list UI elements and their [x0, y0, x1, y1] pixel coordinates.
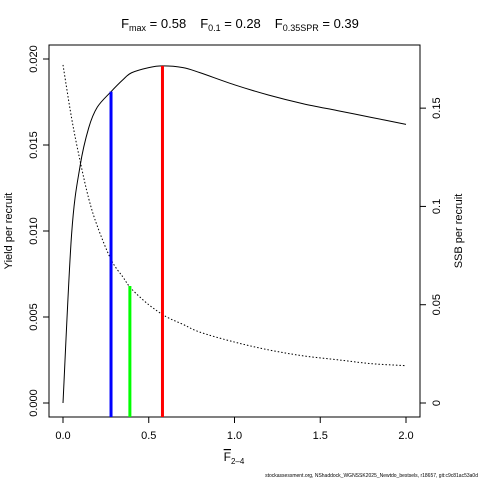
fspr-sub: 0.35SPR: [283, 23, 320, 33]
y-axis-right: 0 0.05 0.1 0.15: [420, 97, 443, 406]
footer-text: stockassessment.org, NShaddock_WGNSSK202…: [265, 473, 478, 479]
y-left-tick-label: 0.010: [28, 217, 40, 245]
x-tick-label: 0.0: [55, 430, 70, 442]
x-tick-label: 1.0: [227, 430, 242, 442]
y-left-tick-label: 0.020: [28, 45, 40, 73]
y-right-tick-label: 0.1: [431, 199, 443, 214]
y-right-tick-label: 0.15: [431, 97, 443, 118]
f01-label: F: [200, 16, 208, 31]
x-tick-label: 0.5: [141, 430, 156, 442]
f01-sub: 0.1: [208, 23, 221, 33]
y-left-tick-label: 0.015: [28, 131, 40, 159]
fmax-sub: max: [129, 23, 147, 33]
y-right-tick-label: 0: [431, 400, 443, 406]
x-axis-label: F2–4: [224, 450, 245, 466]
reference-lines-layer: [109, 65, 164, 417]
curves-layer: [62, 64, 407, 404]
chart-title: Fmax = 0.58 F0.1 = 0.28 F0.35SPR = 0.39: [121, 16, 359, 33]
y-left-tick-label: 0.000: [28, 389, 40, 417]
y-right-tick-label: 0.05: [431, 294, 443, 315]
f01-value: = 0.28: [221, 16, 261, 31]
y-left-tick-label: 0.005: [28, 303, 40, 331]
fmax-label: F: [121, 16, 129, 31]
y-axis-left-label: Yield per recruit: [3, 193, 15, 270]
plot-frame: [48, 44, 421, 418]
fmax-value: = 0.58: [146, 16, 186, 31]
x-tick-label: 1.5: [313, 430, 328, 442]
x-axis-label-sub: 2–4: [231, 457, 245, 466]
y-axis-left: 0.000 0.005 0.010 0.015 0.020: [28, 45, 49, 417]
ssb-per-recruit-line: [62, 64, 407, 367]
fspr-value: = 0.39: [319, 16, 359, 31]
x-axis: 0.0 0.5 1.0 1.5 2.0: [55, 417, 414, 442]
x-tick-label: 2.0: [398, 430, 413, 442]
fspr-label: F: [275, 16, 283, 31]
yield-per-recruit-line: [62, 65, 407, 404]
x-axis-label-base: F: [224, 450, 231, 464]
y-axis-right-label: SSB per recruit: [453, 194, 465, 269]
